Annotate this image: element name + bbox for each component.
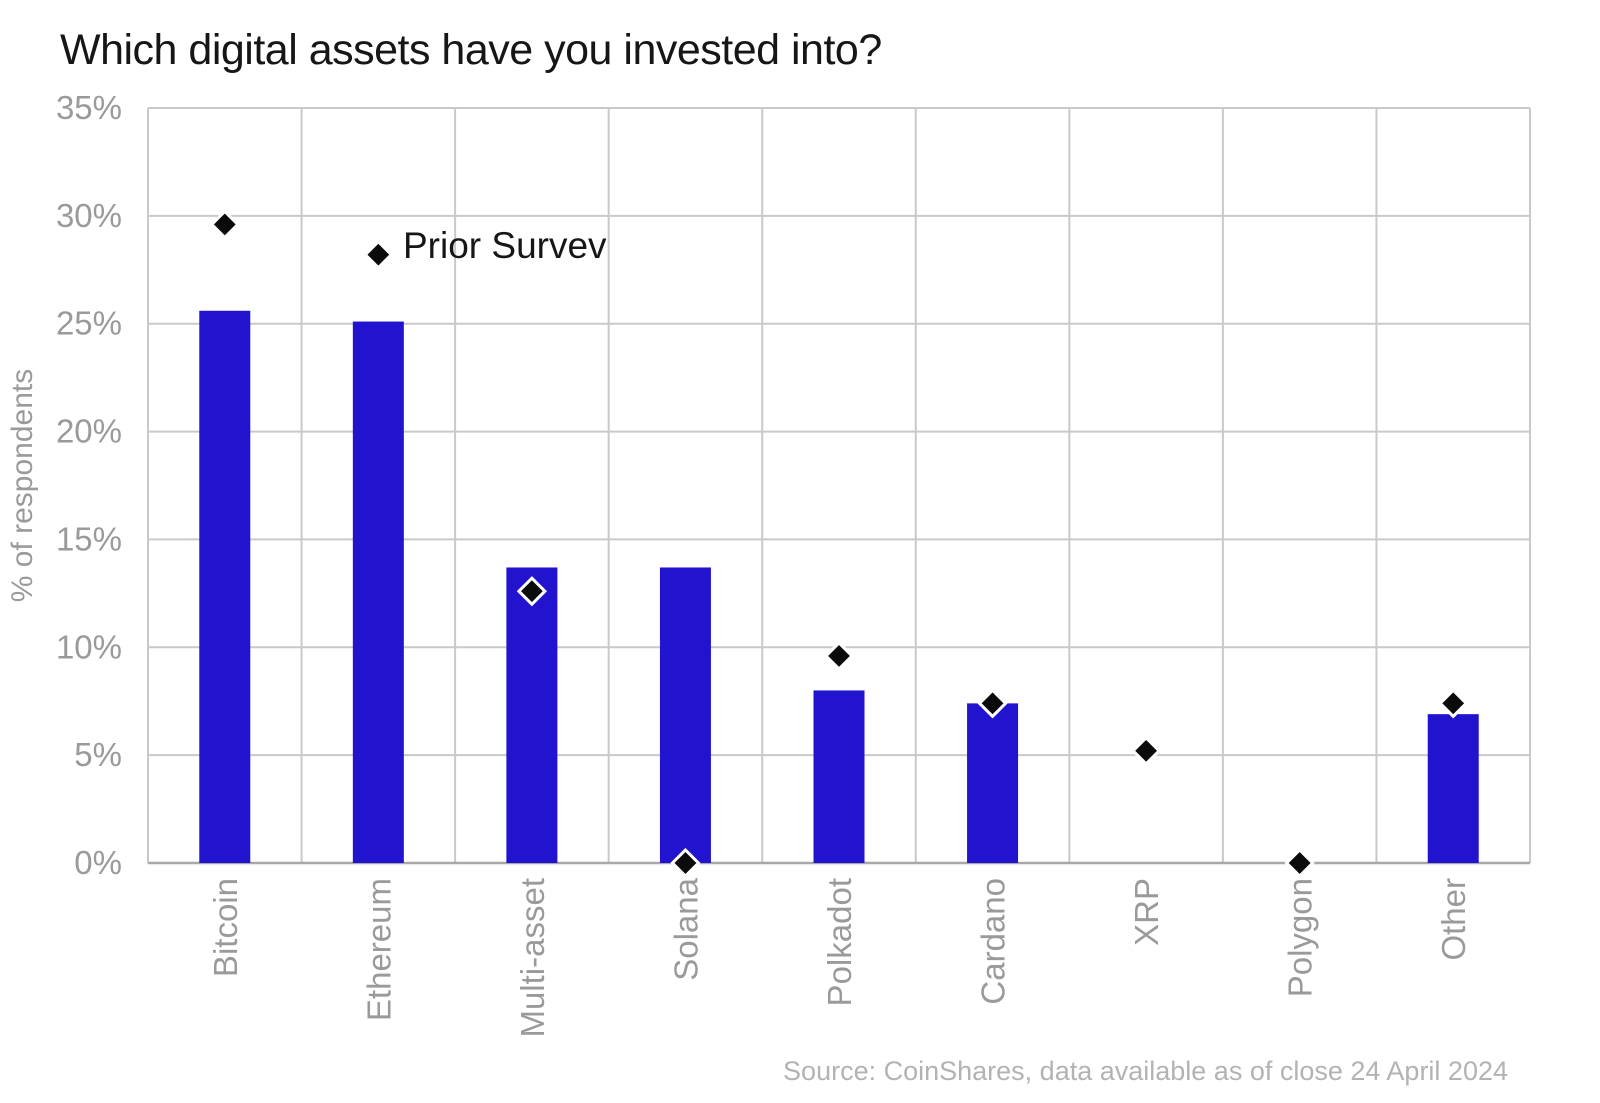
- x-category-label-solana: Solana: [667, 877, 704, 980]
- y-tick-label: 15%: [56, 520, 122, 557]
- bar-bitcoin: [199, 310, 251, 863]
- y-tick-label: 25%: [56, 305, 122, 342]
- prior-survey-marker-solana: [670, 847, 701, 879]
- x-category-label-cardano: Cardano: [975, 878, 1012, 1005]
- prior-survey-marker-multi-asset: [516, 576, 548, 607]
- bar-polkadot: [813, 690, 865, 863]
- bar-other: [1427, 714, 1479, 863]
- x-category-label-polygon: Polygon: [1282, 878, 1319, 997]
- legend-prior-survey-label: Prior Survev: [403, 225, 607, 266]
- x-category-label-ethereum: Ethereum: [360, 878, 397, 1021]
- x-category-label-multi-asset: Multi-asset: [514, 878, 551, 1038]
- source-note: Source: CoinShares, data available as of…: [783, 1056, 1508, 1086]
- chart-title: Which digital assets have you invested i…: [60, 26, 882, 74]
- y-tick-label: 30%: [56, 197, 122, 234]
- x-category-label-xrp: XRP: [1128, 878, 1165, 946]
- y-tick-label: 5%: [74, 736, 122, 773]
- y-tick-label: 0%: [74, 844, 122, 881]
- y-tick-label: 35%: [56, 89, 122, 126]
- prior-survey-marker-polkadot: [823, 640, 855, 672]
- bar-ethereum: [352, 321, 404, 863]
- bar-multi-asset: [506, 567, 558, 863]
- y-axis-title: % of respondents: [6, 369, 39, 602]
- x-category-label-bitcoin: Bitcoin: [207, 878, 244, 977]
- prior-survey-marker-bitcoin: [209, 209, 240, 240]
- x-category-label-polkadot: Polkadot: [821, 878, 858, 1006]
- prior-survey-marker-xrp: [1130, 735, 1162, 766]
- bar-solana: [659, 567, 711, 863]
- y-tick-label: 10%: [56, 628, 122, 665]
- prior-survey-marker-polygon: [1284, 847, 1315, 879]
- bar-cardano: [967, 703, 1019, 863]
- x-category-label-other: Other: [1435, 878, 1472, 961]
- prior-survey-marker-other: [1438, 688, 1469, 719]
- prior-survey-marker-cardano: [977, 688, 1008, 719]
- y-tick-label: 20%: [56, 413, 122, 450]
- prior-survey-marker-ethereum: [363, 239, 394, 270]
